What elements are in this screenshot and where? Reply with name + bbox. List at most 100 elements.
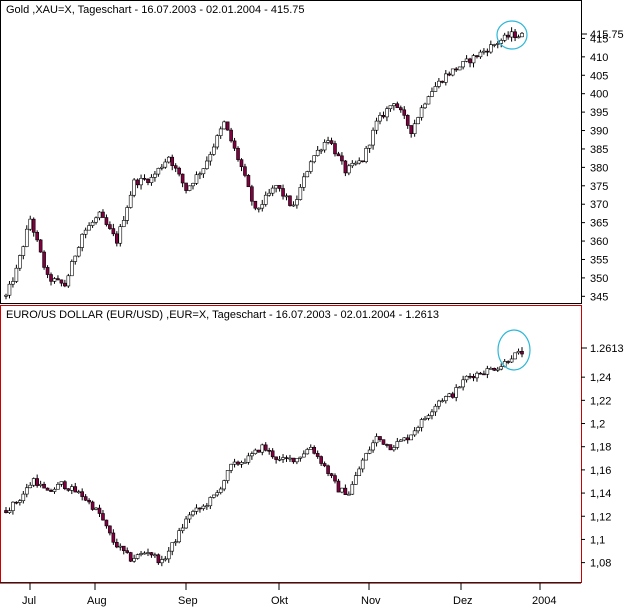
candle — [73, 255, 78, 265]
candle — [24, 225, 29, 248]
candle — [450, 391, 455, 399]
candle — [104, 519, 109, 529]
y-tick-label: 410 — [590, 52, 608, 64]
candle — [35, 230, 39, 242]
candle — [142, 174, 147, 181]
eurusd-chart-title: EURO/US DOLLAR (EUR/USD) ,EUR=X, Tagesch… — [6, 309, 439, 321]
candle — [440, 80, 445, 84]
candle — [340, 152, 344, 165]
candle — [471, 53, 476, 68]
gold-panel[interactable]: Gold ,XAU=X, Tageschart - 16.07.2003 - 0… — [0, 0, 624, 304]
candle — [222, 479, 226, 492]
y-tick-label: 350 — [590, 273, 608, 285]
candle — [35, 474, 39, 488]
candle — [66, 488, 71, 492]
candle — [215, 490, 220, 497]
candle — [80, 233, 84, 252]
candle — [111, 529, 116, 545]
candle — [97, 211, 102, 221]
candle — [163, 158, 168, 169]
candle — [430, 87, 434, 98]
candle — [509, 355, 514, 364]
candle — [343, 160, 348, 177]
eurusd-panel-frame — [0, 305, 582, 583]
candle — [191, 509, 195, 517]
candle — [374, 433, 379, 447]
candle — [364, 145, 368, 164]
candle — [516, 348, 521, 355]
candle — [381, 439, 386, 445]
candle — [322, 139, 327, 153]
candle — [166, 547, 171, 563]
candle — [468, 57, 472, 68]
candle — [457, 386, 462, 389]
candle — [257, 449, 261, 453]
candle — [270, 448, 275, 459]
time-axis-labels: Jul Aug Sep Okt Nov Dez 2004 — [22, 583, 556, 607]
candle — [52, 277, 57, 284]
y-tick-label: 1,14 — [590, 488, 611, 500]
candle — [149, 552, 154, 558]
candle — [360, 457, 365, 473]
candle — [246, 174, 251, 188]
candle — [423, 102, 427, 110]
candle — [243, 163, 247, 178]
candle — [184, 182, 188, 194]
candle — [76, 489, 81, 494]
candle — [336, 151, 341, 157]
candle — [284, 455, 289, 462]
candle — [4, 293, 8, 300]
candle — [305, 170, 310, 178]
candle — [263, 191, 268, 207]
candle — [42, 481, 46, 489]
candle — [232, 458, 237, 468]
candle — [28, 482, 33, 489]
candle — [239, 460, 244, 468]
candle — [215, 134, 220, 150]
candle — [350, 160, 355, 169]
candle — [284, 193, 289, 201]
gold-chart-title: Gold ,XAU=X, Tageschart - 16.07.2003 - 0… — [6, 4, 305, 16]
candle — [367, 144, 372, 153]
candle — [506, 360, 510, 365]
candle — [149, 174, 154, 186]
candle — [360, 160, 365, 163]
candle — [153, 552, 157, 558]
candle — [288, 454, 292, 462]
candle — [315, 450, 320, 459]
candle — [83, 227, 88, 239]
candle — [464, 55, 469, 63]
eurusd-panel[interactable]: EURO/US DOLLAR (EUR/USD) ,EUR=X, Tagesch… — [0, 305, 624, 583]
candle — [184, 515, 188, 529]
y-tick-label: 365 — [590, 218, 608, 230]
candle — [485, 365, 490, 379]
candle — [502, 32, 507, 43]
candle — [357, 157, 362, 165]
candle — [464, 375, 469, 383]
candle — [125, 205, 130, 225]
candle — [492, 43, 497, 48]
candle — [364, 452, 368, 461]
candle — [450, 68, 455, 77]
y-tick-label: 395 — [590, 107, 608, 119]
x-tick-label: Jul — [22, 595, 36, 607]
time-axis: Jul Aug Sep Okt Nov Dez 2004 — [0, 582, 581, 607]
candle — [243, 458, 247, 464]
candle — [419, 417, 424, 432]
candle — [322, 461, 327, 468]
candle — [447, 71, 452, 77]
candle — [4, 506, 8, 514]
candle — [146, 548, 150, 557]
candle — [14, 501, 19, 505]
candle — [132, 554, 136, 563]
candle — [437, 77, 441, 89]
candle — [333, 140, 337, 157]
candle — [357, 466, 362, 476]
candle — [31, 477, 36, 488]
candle — [447, 392, 452, 398]
candle — [274, 184, 278, 193]
candle — [187, 511, 192, 523]
candle — [347, 163, 351, 176]
candle — [499, 38, 504, 48]
candle — [319, 455, 323, 466]
